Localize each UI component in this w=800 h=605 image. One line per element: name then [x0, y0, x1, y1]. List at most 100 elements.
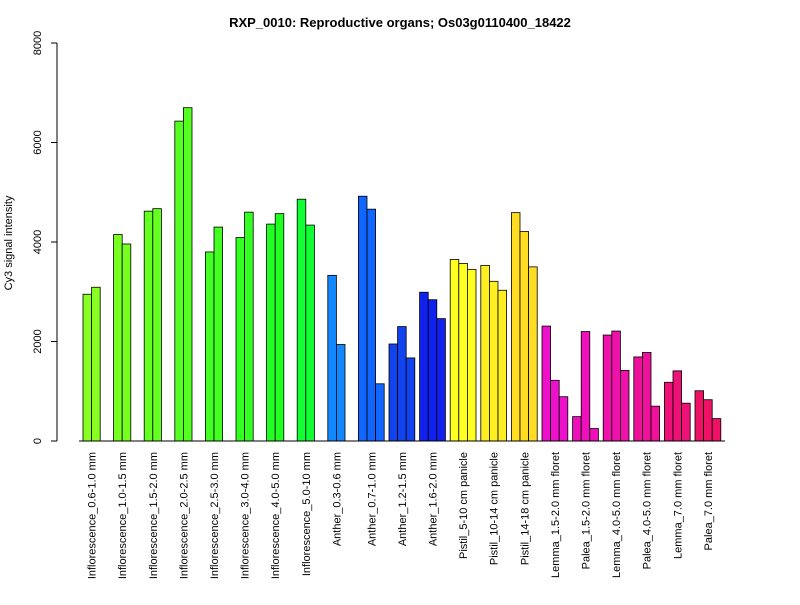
bar: [405, 357, 416, 442]
bar: [650, 405, 661, 442]
bar: [121, 243, 132, 442]
bar-group: [541, 325, 569, 442]
bar-group: [143, 208, 162, 442]
bar: [541, 325, 552, 442]
bar-group: [82, 286, 101, 442]
x-category-label: Palea_1.5-2.0 mm floret: [581, 452, 593, 569]
y-tick-label: 0: [32, 438, 44, 444]
y-tick-label: 6000: [32, 130, 44, 154]
bar-group: [449, 259, 477, 442]
x-category-label: Inflorescence_1.5-2.0 mm: [148, 452, 160, 579]
bar: [519, 231, 530, 442]
x-category-label: Inflorescence_1.0-1.5 mm: [117, 452, 129, 579]
bar: [182, 107, 193, 442]
bar: [266, 223, 276, 442]
x-category-label: Pistil_10-14 cm panicle: [489, 452, 501, 565]
bar: [528, 266, 538, 442]
x-category-label: Pistil_5-10 cm panicle: [458, 452, 470, 559]
y-axis: 0 2000 4000 6000 8000: [32, 31, 58, 444]
bar: [204, 251, 215, 442]
bar: [620, 369, 630, 442]
x-category-label: Inflorescence_2.5-3.0 mm: [209, 452, 221, 579]
x-category-label: Inflorescence_5.0-10 mm: [301, 452, 313, 576]
x-category-label: Anther_1.6-2.0 mm: [428, 452, 440, 546]
bar: [558, 396, 569, 442]
bar: [572, 416, 582, 442]
chart-title: RXP_0010: Reproductive organs; Os03g0110…: [229, 15, 571, 30]
y-axis-label: Cy3 signal intensity: [3, 195, 15, 290]
bar: [580, 331, 591, 442]
bar: [602, 334, 613, 442]
bar: [397, 326, 407, 442]
bar: [244, 211, 254, 442]
bar-group: [296, 198, 315, 442]
bar: [143, 210, 154, 442]
bar: [672, 370, 683, 442]
bar-group: [602, 330, 630, 442]
x-category-label: Pistil_14-18 cm panicle: [519, 452, 531, 565]
bar-group: [113, 234, 132, 442]
y-tick-label: 2000: [32, 329, 44, 353]
x-category-label: Palea_4.0-5.0 mm floret: [642, 452, 654, 569]
bar-group: [572, 331, 599, 442]
x-category-label: Lemma_1.5-2.0 mm floret: [550, 452, 562, 578]
bar: [366, 208, 377, 442]
bar-group: [357, 195, 385, 442]
bar-group: [266, 213, 285, 442]
y-tick-label: 4000: [32, 230, 44, 254]
bar: [274, 213, 285, 442]
bar: [458, 262, 468, 442]
bar: [152, 208, 162, 442]
bars-group: [82, 107, 722, 442]
bar-group: [694, 390, 722, 442]
bar: [174, 120, 184, 442]
y-tick-label: 8000: [32, 31, 44, 55]
bar: [427, 299, 438, 442]
bar-group: [235, 211, 254, 442]
bar: [305, 224, 315, 442]
bar: [327, 274, 337, 442]
bar: [466, 268, 477, 442]
bar: [589, 428, 599, 442]
bar-group: [204, 226, 224, 442]
x-category-label: Inflorescence_4.0-5.0 mm: [270, 452, 282, 579]
bar: [694, 390, 705, 442]
bar: [642, 352, 652, 442]
x-category-label: Anther_0.7-1.0 mm: [366, 452, 378, 546]
bar-group: [327, 274, 346, 442]
bar: [550, 379, 560, 442]
bar: [664, 381, 674, 442]
bar-group: [174, 107, 193, 442]
bar: [497, 289, 508, 442]
x-category-label: Lemma_7.0 mm floret: [672, 452, 684, 559]
bar-group: [419, 291, 446, 442]
bar: [335, 344, 346, 442]
bar-group: [664, 370, 691, 442]
x-category-label: Anther_0.3-0.6 mm: [331, 452, 343, 546]
bar-group: [510, 212, 538, 442]
x-category-label: Lemma_4.0-5.0 mm floret: [611, 452, 623, 578]
x-category-label: Anther_1.2-1.5 mm: [397, 452, 409, 546]
bar: [357, 195, 368, 442]
bar: [235, 237, 246, 442]
bar: [82, 293, 93, 442]
bar: [375, 383, 385, 442]
bar: [711, 418, 722, 442]
bar: [510, 212, 521, 442]
bar: [703, 399, 713, 442]
x-category-label: Palea_7.0 mm floret: [703, 452, 715, 550]
bar: [480, 264, 490, 442]
bar: [633, 356, 643, 442]
bar-group: [388, 326, 416, 442]
bar: [449, 259, 460, 442]
bar: [436, 318, 446, 442]
bar-group: [480, 264, 508, 442]
x-category-label: Inflorescence_0.6-1.0 mm: [87, 452, 99, 579]
bar: [611, 330, 621, 442]
x-category-label: Inflorescence_2.0-2.5 mm: [178, 452, 190, 579]
bar: [113, 234, 123, 442]
bar: [419, 291, 429, 442]
bar: [488, 280, 499, 442]
